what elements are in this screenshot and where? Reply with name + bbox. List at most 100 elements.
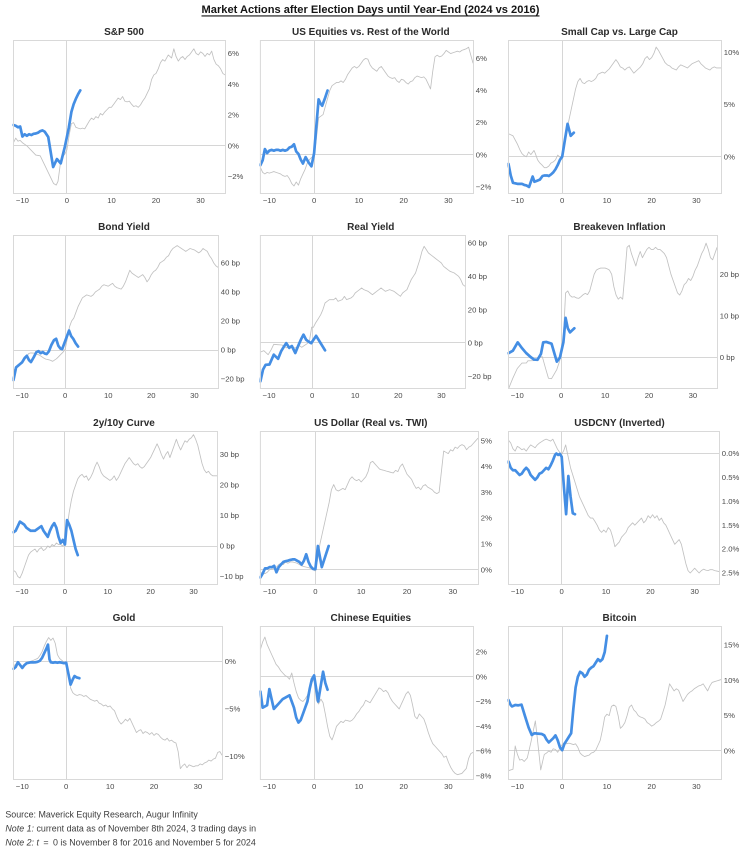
svg-text:10: 10 bbox=[602, 587, 611, 596]
svg-text:0 bp: 0 bp bbox=[220, 542, 235, 551]
svg-text:20: 20 bbox=[647, 782, 656, 791]
svg-text:6%: 6% bbox=[476, 54, 487, 63]
svg-text:0.0%: 0.0% bbox=[722, 449, 740, 458]
svg-text:0.5%: 0.5% bbox=[722, 473, 740, 482]
svg-text:10: 10 bbox=[104, 391, 113, 400]
svg-text:0: 0 bbox=[560, 782, 564, 791]
svg-text:Real Yield: Real Yield bbox=[347, 222, 394, 233]
svg-text:−8%: −8% bbox=[476, 772, 492, 781]
svg-text:0: 0 bbox=[310, 391, 314, 400]
svg-text:10: 10 bbox=[355, 782, 364, 791]
svg-text:−10: −10 bbox=[16, 782, 29, 791]
svg-text:−10: −10 bbox=[16, 196, 29, 205]
svg-text:0%: 0% bbox=[476, 672, 487, 681]
svg-text:40 bp: 40 bp bbox=[221, 288, 240, 297]
svg-text:6%: 6% bbox=[228, 49, 239, 58]
svg-text:5%: 5% bbox=[481, 436, 492, 445]
svg-text:20: 20 bbox=[394, 391, 403, 400]
svg-text:10 bp: 10 bp bbox=[720, 311, 739, 320]
svg-text:10%: 10% bbox=[724, 676, 740, 685]
svg-text:15%: 15% bbox=[724, 641, 740, 650]
svg-text:10%: 10% bbox=[724, 48, 740, 57]
svg-text:0 bp: 0 bp bbox=[468, 339, 483, 348]
svg-text:−2%: −2% bbox=[228, 172, 244, 181]
svg-text:1.5%: 1.5% bbox=[722, 521, 740, 530]
svg-text:0: 0 bbox=[312, 782, 316, 791]
svg-text:2%: 2% bbox=[228, 111, 239, 120]
svg-text:2.0%: 2.0% bbox=[722, 545, 740, 554]
svg-text:60 bp: 60 bp bbox=[221, 259, 240, 268]
svg-text:0: 0 bbox=[313, 587, 317, 596]
svg-text:Note 1: current data as of Nov: Note 1: current data as of November 8th … bbox=[5, 823, 256, 833]
svg-text:−10 bp: −10 bp bbox=[220, 572, 244, 581]
svg-text:0%: 0% bbox=[476, 150, 487, 159]
svg-text:10: 10 bbox=[357, 587, 366, 596]
svg-text:10: 10 bbox=[601, 391, 610, 400]
svg-text:0%: 0% bbox=[724, 747, 735, 756]
svg-text:1%: 1% bbox=[481, 540, 492, 549]
svg-text:0: 0 bbox=[559, 391, 563, 400]
svg-text:0%: 0% bbox=[481, 565, 492, 574]
svg-text:4%: 4% bbox=[228, 80, 239, 89]
svg-text:−10%: −10% bbox=[225, 752, 245, 761]
svg-text:20: 20 bbox=[646, 587, 655, 596]
svg-text:30: 30 bbox=[194, 782, 203, 791]
svg-text:3%: 3% bbox=[481, 488, 492, 497]
svg-text:0%: 0% bbox=[724, 152, 735, 161]
svg-text:30: 30 bbox=[189, 587, 198, 596]
svg-text:20 bp: 20 bp bbox=[220, 481, 239, 490]
svg-text:−10: −10 bbox=[511, 196, 524, 205]
svg-text:−20 bp: −20 bp bbox=[468, 372, 492, 381]
svg-text:30: 30 bbox=[444, 782, 453, 791]
svg-text:−10: −10 bbox=[16, 391, 29, 400]
svg-text:30: 30 bbox=[196, 196, 205, 205]
svg-text:5%: 5% bbox=[724, 711, 735, 720]
svg-text:−10: −10 bbox=[262, 391, 275, 400]
svg-text:−5%: −5% bbox=[225, 704, 241, 713]
svg-text:US Dollar (Real vs. TWI): US Dollar (Real vs. TWI) bbox=[314, 418, 427, 429]
svg-text:20: 20 bbox=[399, 196, 408, 205]
svg-text:30: 30 bbox=[437, 391, 446, 400]
svg-text:20: 20 bbox=[147, 391, 156, 400]
svg-text:Market Actions after Election: Market Actions after Election Days until… bbox=[202, 4, 540, 16]
svg-text:−10: −10 bbox=[511, 391, 524, 400]
svg-text:0 bp: 0 bp bbox=[221, 346, 236, 355]
svg-text:10: 10 bbox=[355, 196, 364, 205]
svg-text:30: 30 bbox=[190, 391, 199, 400]
svg-text:20: 20 bbox=[152, 196, 161, 205]
svg-text:USDCNY (Inverted): USDCNY (Inverted) bbox=[574, 418, 664, 429]
svg-text:Note 2: t = 0 is November 8 fo: Note 2: t = 0 is November 8 for 2016 and… bbox=[5, 837, 255, 847]
svg-text:10: 10 bbox=[106, 782, 115, 791]
svg-text:−10: −10 bbox=[263, 587, 276, 596]
svg-text:0: 0 bbox=[65, 196, 69, 205]
svg-text:5%: 5% bbox=[724, 100, 735, 109]
svg-text:Bitcoin: Bitcoin bbox=[603, 613, 637, 624]
svg-text:2.5%: 2.5% bbox=[722, 569, 740, 578]
svg-text:20: 20 bbox=[647, 196, 656, 205]
svg-text:S&P 500: S&P 500 bbox=[104, 27, 144, 38]
svg-text:Chinese Equities: Chinese Equities bbox=[331, 613, 412, 624]
svg-text:20: 20 bbox=[399, 782, 408, 791]
svg-text:US Equities vs. Rest of the Wo: US Equities vs. Rest of the World bbox=[292, 27, 450, 38]
svg-text:20: 20 bbox=[403, 587, 412, 596]
svg-text:−10: −10 bbox=[511, 782, 524, 791]
svg-text:−6%: −6% bbox=[476, 747, 492, 756]
svg-text:20 bp: 20 bp bbox=[720, 270, 739, 279]
svg-text:10: 10 bbox=[603, 782, 612, 791]
svg-text:10: 10 bbox=[351, 391, 360, 400]
svg-text:20 bp: 20 bp bbox=[221, 317, 240, 326]
svg-text:4%: 4% bbox=[481, 462, 492, 471]
svg-text:2%: 2% bbox=[476, 118, 487, 127]
svg-text:−20 bp: −20 bp bbox=[221, 375, 245, 384]
svg-text:0: 0 bbox=[64, 782, 68, 791]
svg-text:−2%: −2% bbox=[476, 697, 492, 706]
svg-text:0: 0 bbox=[560, 196, 564, 205]
svg-text:4%: 4% bbox=[476, 86, 487, 95]
svg-text:1.0%: 1.0% bbox=[722, 497, 740, 506]
svg-text:Bond Yield: Bond Yield bbox=[98, 222, 150, 233]
svg-text:30: 30 bbox=[692, 196, 701, 205]
svg-text:Source: Maverick Equity Resear: Source: Maverick Equity Research, Augur … bbox=[5, 809, 198, 819]
svg-text:20 bp: 20 bp bbox=[468, 305, 487, 314]
svg-text:−10: −10 bbox=[511, 587, 524, 596]
svg-text:−10: −10 bbox=[263, 196, 276, 205]
